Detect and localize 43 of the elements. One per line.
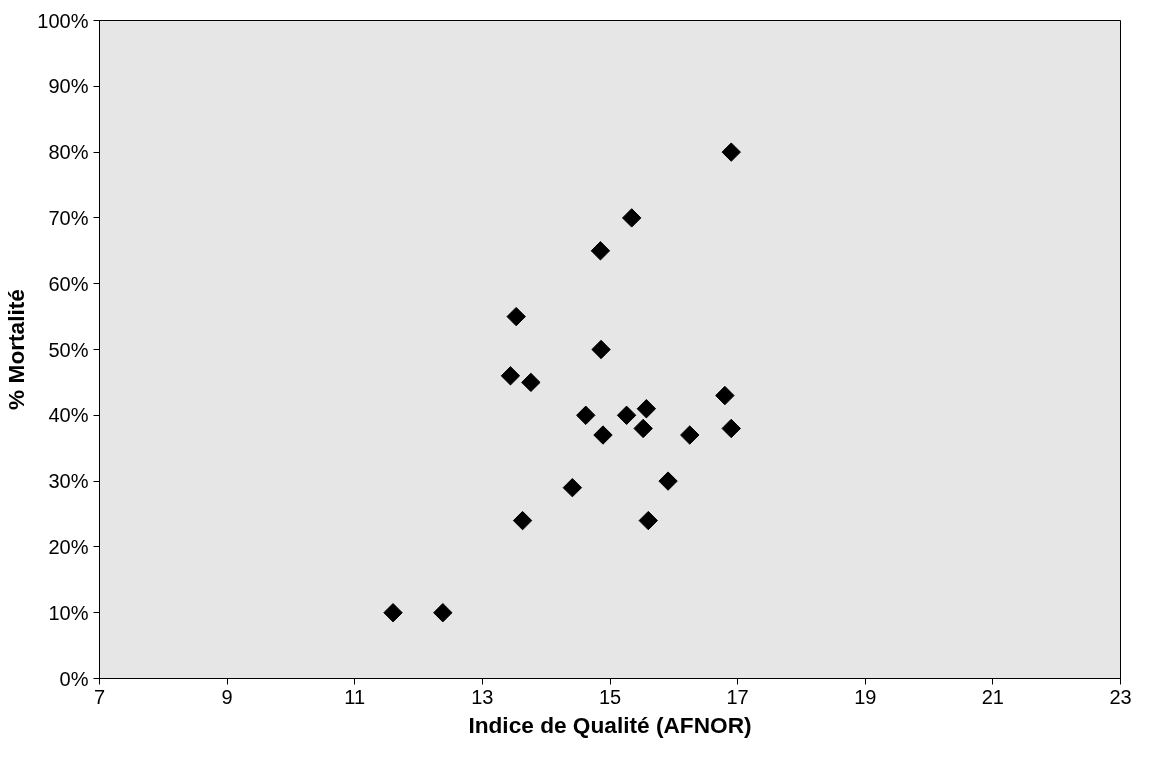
x-axis-title: Indice de Qualité (AFNOR) — [468, 711, 752, 738]
y-tick-label: 20% — [48, 535, 89, 558]
point — [576, 405, 596, 425]
y-tick-label: 50% — [48, 338, 89, 361]
point — [633, 418, 653, 439]
point — [383, 603, 403, 623]
point — [562, 477, 583, 498]
x-tick-label: 23 — [1109, 685, 1132, 708]
y-tick-label: 70% — [48, 206, 89, 229]
y-axis-title: % Mortalité — [3, 289, 30, 410]
point — [593, 425, 613, 445]
point — [506, 306, 526, 327]
point — [622, 208, 642, 228]
y-tick-label: 0% — [59, 667, 89, 690]
point — [721, 418, 741, 439]
point — [715, 385, 735, 406]
x-tick-label: 19 — [854, 685, 877, 708]
x-tick-label: 9 — [221, 685, 233, 708]
y-tick-label: 90% — [48, 75, 89, 98]
x-tick-label: 17 — [726, 685, 749, 708]
x-tick-label: 21 — [981, 685, 1004, 708]
point — [591, 339, 611, 360]
point — [500, 366, 521, 386]
point — [512, 510, 533, 531]
point — [590, 241, 611, 261]
y-tick-label: 30% — [48, 470, 89, 493]
x-tick-label: 13 — [471, 685, 494, 708]
point — [433, 603, 453, 623]
point — [616, 405, 637, 425]
y-tick-label: 40% — [48, 404, 89, 427]
y-tick-label: 10% — [48, 601, 89, 624]
x-tick-label: 11 — [344, 685, 366, 708]
y-tick-label: 100% — [37, 9, 89, 32]
x-tick-label: 7 — [93, 685, 106, 708]
point — [680, 425, 700, 445]
x-tick-label: 15 — [598, 685, 622, 708]
y-tick-label: 80% — [48, 141, 89, 164]
y-tick-label: 60% — [48, 272, 89, 295]
point — [658, 471, 678, 491]
point — [721, 142, 741, 162]
point — [636, 399, 657, 419]
point — [638, 510, 658, 531]
point — [521, 372, 541, 393]
